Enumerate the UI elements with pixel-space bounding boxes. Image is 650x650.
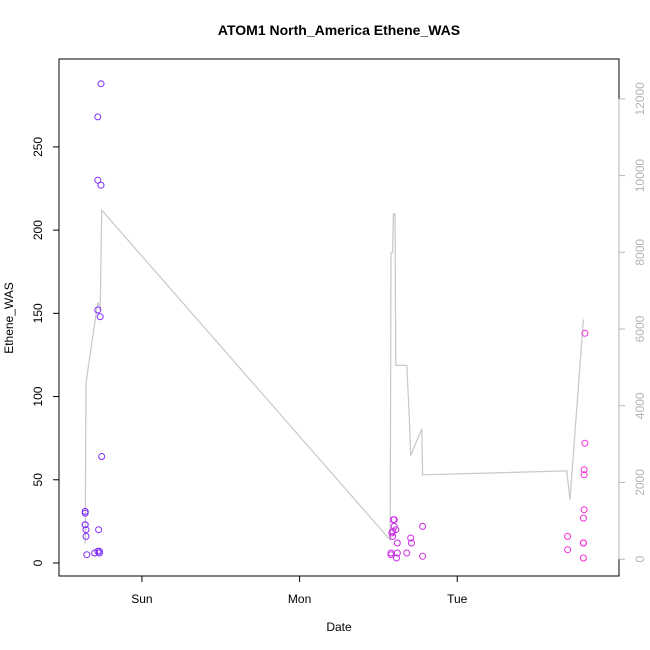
y-axis-label: Ethene_WAS xyxy=(2,282,16,354)
data-point xyxy=(579,539,587,547)
points-layer xyxy=(81,80,589,562)
y-axis-right: 0 2000 4000 6000 8000 10000 12000 xyxy=(618,82,647,563)
chart-title: ATOM1 North_America Ethene_WAS xyxy=(218,22,460,38)
data-point xyxy=(94,176,102,184)
y-tick-label: 50 xyxy=(31,473,45,487)
y2-tick-label: 8000 xyxy=(633,239,647,266)
data-point xyxy=(580,471,588,479)
x-tick-label: Sun xyxy=(131,592,152,606)
y-tick-label: 250 xyxy=(31,137,45,157)
data-point xyxy=(390,516,398,524)
data-point xyxy=(407,534,415,542)
data-point xyxy=(403,549,411,557)
data-point xyxy=(579,554,587,562)
data-point xyxy=(564,532,572,540)
y2-tick-label: 4000 xyxy=(633,392,647,419)
data-point xyxy=(580,466,588,474)
line-series xyxy=(84,208,584,544)
data-point xyxy=(393,539,401,547)
data-point xyxy=(579,514,587,522)
x-tick-label: Mon xyxy=(288,592,311,606)
data-point xyxy=(94,113,102,121)
data-point xyxy=(393,554,400,562)
data-point xyxy=(564,546,572,554)
x-tick-label: Tue xyxy=(447,592,468,606)
data-point xyxy=(95,547,103,555)
y2-tick-label: 10000 xyxy=(633,159,647,193)
y-tick-label: 200 xyxy=(31,220,45,240)
data-point xyxy=(81,509,89,517)
x-axis-label: Date xyxy=(326,620,352,634)
y2-tick-label: 12000 xyxy=(633,82,647,116)
y-axis-left: 0 50 100 150 200 250 xyxy=(31,137,59,566)
line-series-layer xyxy=(84,208,584,544)
data-point xyxy=(97,80,105,88)
y2-tick-label: 6000 xyxy=(633,315,647,342)
data-point xyxy=(419,522,427,530)
data-point xyxy=(393,549,401,557)
data-point xyxy=(389,532,397,540)
y-tick-label: 100 xyxy=(31,386,45,406)
y-tick-label: 0 xyxy=(31,559,45,566)
data-point xyxy=(392,526,400,534)
data-point xyxy=(408,539,415,547)
data-point xyxy=(81,521,89,529)
data-point xyxy=(83,551,91,559)
x-axis: Sun Mon Tue xyxy=(131,576,468,606)
data-point xyxy=(419,552,427,560)
y2-tick-label: 0 xyxy=(633,556,647,563)
data-point xyxy=(581,439,589,447)
data-point xyxy=(82,526,90,534)
y2-tick-label: 2000 xyxy=(633,469,647,496)
data-point xyxy=(95,526,103,534)
data-point xyxy=(98,453,106,460)
data-point xyxy=(581,329,589,337)
data-point xyxy=(82,532,90,540)
data-point xyxy=(94,306,102,314)
y-tick-label: 150 xyxy=(31,303,45,323)
data-point xyxy=(96,313,104,321)
data-point xyxy=(390,522,398,530)
data-point xyxy=(97,181,105,189)
data-point xyxy=(580,506,588,514)
